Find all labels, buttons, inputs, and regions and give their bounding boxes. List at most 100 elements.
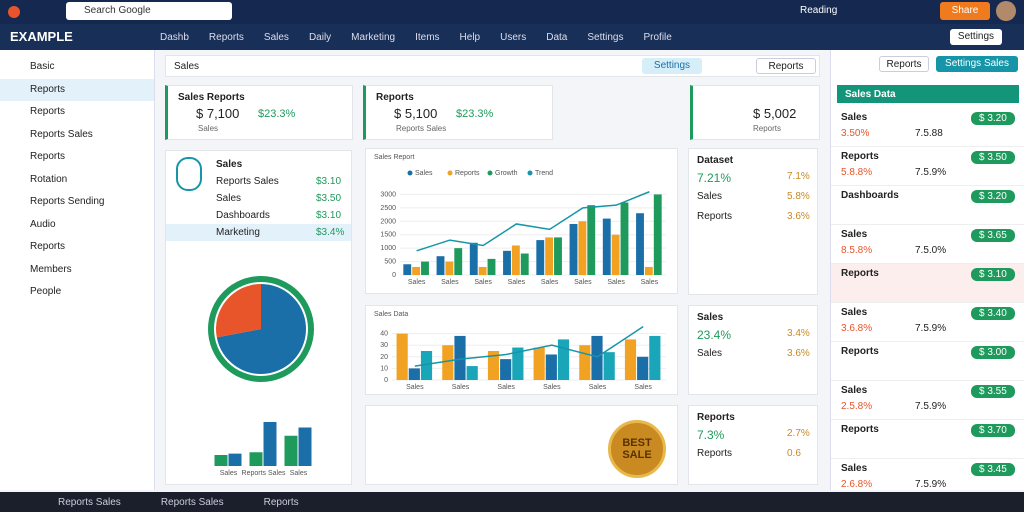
nav-item[interactable]: Dashb bbox=[160, 32, 189, 43]
toolbar-tab[interactable]: Sales bbox=[174, 61, 200, 72]
toolbar-button[interactable]: Settings bbox=[642, 58, 702, 74]
stat-card: Reports 7.3% 2.7% Reports 0.6 bbox=[688, 405, 818, 485]
row-badge: $ 3.50 bbox=[971, 151, 1015, 164]
row-value: 2.6.8% bbox=[841, 479, 873, 490]
stat-value: 5.8% bbox=[787, 191, 810, 202]
sidebar-item[interactable]: Reports Sending bbox=[30, 196, 105, 207]
bar bbox=[249, 452, 263, 466]
sidebar-item[interactable]: Rotation bbox=[30, 173, 68, 185]
toolbar: Sales Settings Reports bbox=[165, 55, 820, 77]
panel-row: Sales 2.5.8% 7.5.9% $ 3.55 bbox=[831, 381, 1024, 420]
sidebar-item[interactable]: Reports bbox=[30, 106, 66, 117]
x-tick-label: Sales bbox=[574, 279, 592, 286]
badge: BEST SALE bbox=[608, 420, 666, 478]
nav-item[interactable]: Items bbox=[415, 32, 440, 43]
nav-bar: EXAMPLE Dashb Reports Sales Daily Marketing I… bbox=[0, 24, 1024, 50]
row-mid: 7.5.0% bbox=[915, 245, 947, 256]
stat-card: Sales 23.4% 3.4% Sales 3.6% bbox=[688, 305, 818, 395]
taskbar-item[interactable]: Reports Sales bbox=[160, 497, 224, 508]
taskbar: Reports Sales Reports Sales Reports bbox=[0, 492, 1024, 512]
chart-card: Sales Data 0 10 20 30 40 Sales Sales Sales Sales S… bbox=[365, 305, 678, 395]
panel-row: Reports 5.8.8% 7.5.9% $ 3.50 bbox=[831, 147, 1024, 186]
bar bbox=[298, 427, 312, 466]
sidebar-item[interactable]: Reports bbox=[30, 151, 66, 162]
line bbox=[414, 326, 644, 367]
sales-title: Sales bbox=[216, 159, 243, 170]
taskbar-item[interactable]: Reports bbox=[263, 497, 299, 508]
stat-value: 2.7% bbox=[787, 428, 810, 439]
bar bbox=[545, 237, 554, 275]
share-button[interactable]: Share bbox=[940, 2, 990, 20]
avatar[interactable] bbox=[996, 1, 1016, 21]
sales-card: Sales Reports Sales $3.10 Sales $3.50 Dashbo… bbox=[165, 150, 352, 485]
row-badge: $ 3.20 bbox=[971, 190, 1015, 203]
row-mid: 7.5.88 bbox=[915, 128, 943, 139]
bar bbox=[569, 223, 578, 275]
nav-item[interactable]: Sales bbox=[263, 32, 289, 43]
sidebar-item[interactable]: People bbox=[30, 286, 62, 297]
legend-label: Trend bbox=[535, 170, 553, 177]
panel-button[interactable]: Reports bbox=[879, 56, 929, 72]
sidebar-item[interactable]: Reports Sales bbox=[30, 128, 93, 140]
stat-label: 7.3% bbox=[697, 428, 725, 442]
sales-row: Reports Sales $3.10 bbox=[166, 173, 351, 190]
bar bbox=[624, 339, 637, 380]
bar bbox=[487, 351, 500, 380]
bar bbox=[442, 345, 454, 380]
sidebar-item[interactable]: Reports bbox=[0, 78, 154, 101]
bar bbox=[533, 347, 545, 380]
bar bbox=[445, 261, 454, 275]
legend-label: Reports bbox=[455, 170, 480, 177]
legend-label: Sales bbox=[415, 170, 433, 177]
bar bbox=[591, 335, 603, 380]
row-label: Marketing bbox=[216, 227, 260, 238]
row-name: Sales bbox=[841, 463, 868, 474]
sidebar-item[interactable]: Members bbox=[30, 263, 72, 275]
nav-item[interactable]: Profile bbox=[643, 32, 672, 43]
sidebar-item[interactable]: Basic bbox=[30, 61, 55, 72]
line bbox=[416, 191, 650, 252]
badge-line: SALE bbox=[622, 449, 652, 461]
kpi-card: $ 5,002 Reports bbox=[690, 85, 820, 140]
x-tick-label: Sales bbox=[607, 279, 625, 286]
nav-item[interactable]: Daily bbox=[308, 32, 332, 43]
x-tick-label: Sales bbox=[290, 470, 308, 477]
bar bbox=[454, 248, 463, 275]
x-tick-label: Sales bbox=[497, 384, 515, 391]
row-badge: $ 3.40 bbox=[971, 307, 1015, 320]
row-name: Reports bbox=[841, 346, 879, 357]
y-tick-label: 500 bbox=[384, 259, 396, 266]
search-box[interactable]: Search Google bbox=[66, 2, 232, 20]
chart-title: Sales Data bbox=[374, 311, 408, 318]
bar bbox=[436, 256, 445, 275]
stat-label: 23.4% bbox=[697, 328, 732, 342]
nav-item[interactable]: Users bbox=[500, 32, 527, 43]
nav-item[interactable]: Help bbox=[459, 32, 481, 43]
nav-item[interactable]: Marketing bbox=[351, 32, 396, 43]
stat-label: Sales bbox=[697, 191, 723, 202]
nav-item[interactable]: Reports bbox=[208, 32, 244, 43]
user-name: Reading bbox=[800, 5, 838, 16]
panel-row: Reports $ 3.00 bbox=[831, 342, 1024, 381]
sidebar-item[interactable]: Reports bbox=[30, 241, 66, 252]
bar bbox=[545, 354, 557, 380]
nav-item[interactable]: Data bbox=[546, 32, 568, 43]
kpi-sub: Reports bbox=[753, 124, 782, 133]
y-tick-label: 3000 bbox=[380, 191, 396, 198]
row-name: Sales bbox=[841, 385, 868, 396]
stat-value: 3.6% bbox=[787, 211, 810, 222]
stat-value: 0.6 bbox=[787, 448, 801, 459]
bar bbox=[554, 237, 562, 275]
row-name: Reports bbox=[841, 424, 879, 435]
toolbar-select[interactable]: Reports bbox=[756, 58, 816, 74]
bar bbox=[611, 234, 620, 275]
bar bbox=[500, 359, 512, 380]
nav-item[interactable]: Settings bbox=[587, 32, 624, 43]
panel-button[interactable]: Settings Sales bbox=[936, 56, 1018, 72]
taskbar-item[interactable]: Reports Sales bbox=[58, 497, 121, 508]
sidebar-item[interactable]: Audio bbox=[30, 218, 56, 230]
settings-button[interactable]: Settings bbox=[950, 29, 1002, 45]
panel-row: Sales 3.50% 7.5.88 $ 3.20 bbox=[831, 108, 1024, 147]
bar-chart: Sales Report 0 500 1000 1500 2000 2500 3000 Sale… bbox=[374, 154, 666, 286]
row-name: Sales bbox=[841, 307, 868, 318]
